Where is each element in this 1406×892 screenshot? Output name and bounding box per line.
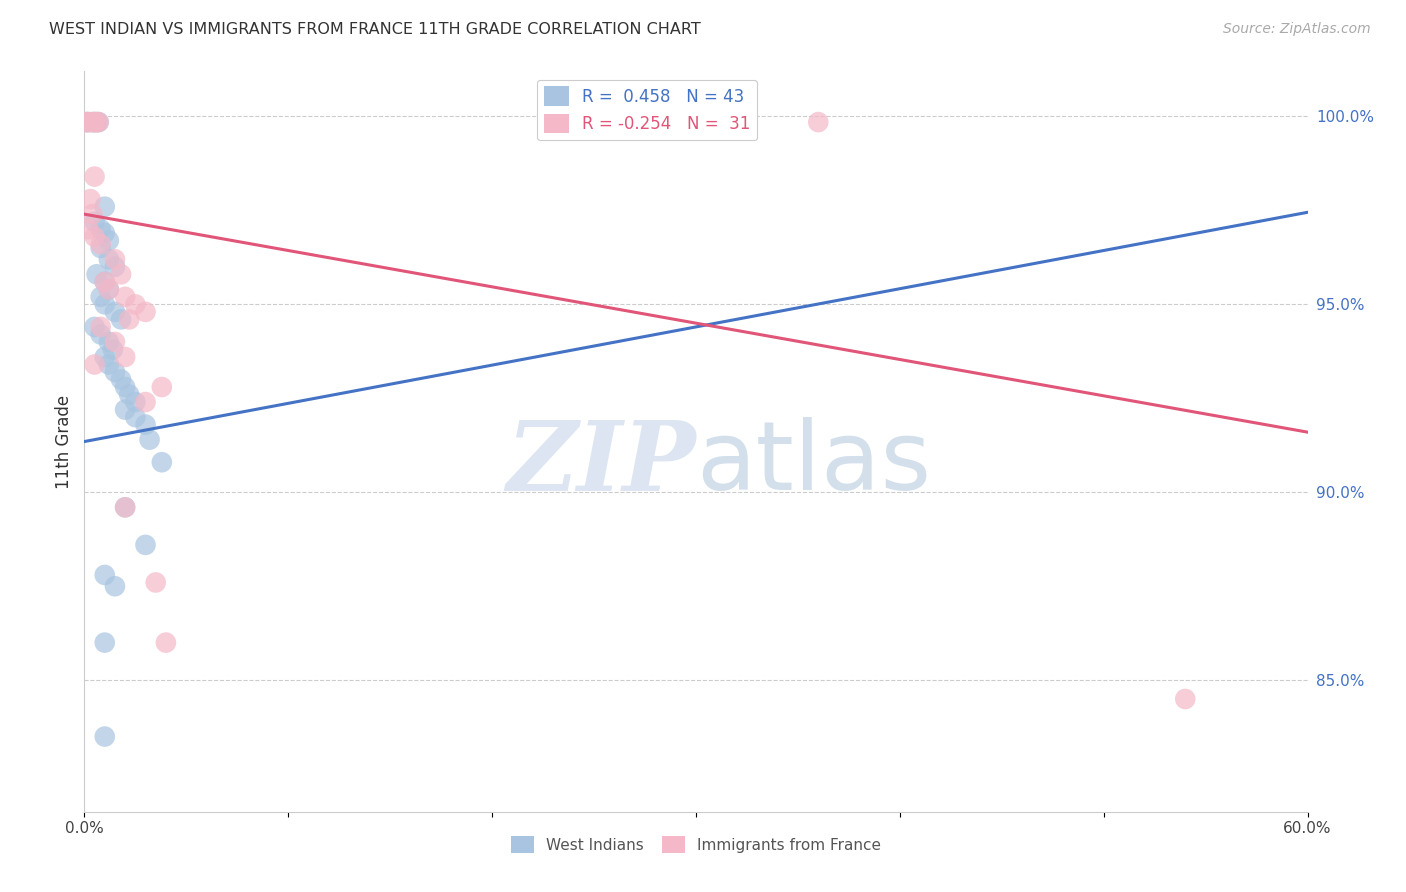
Point [135,538,157,552]
Point [83,358,105,372]
Point [93,350,115,364]
Point [77,115,100,129]
Point [104,579,127,593]
Point [124,410,146,425]
Y-axis label: 11th Grade: 11th Grade [55,394,73,489]
Point [87,115,110,129]
Point [93,730,115,744]
Point [114,290,136,304]
Point [93,275,115,289]
Point [124,395,146,409]
Point [90,222,112,236]
Point [82,115,104,129]
Point [87,115,110,129]
Point [83,115,105,129]
Point [86,268,108,282]
Point [77,222,100,236]
Point [104,252,127,267]
Point [93,297,115,311]
Point [138,433,160,447]
Point [150,455,173,469]
Text: WEST INDIAN VS IMMIGRANTS FROM FRANCE 11TH GRADE CORRELATION CHART: WEST INDIAN VS IMMIGRANTS FROM FRANCE 11… [49,22,702,37]
Point [83,115,105,129]
Text: atlas: atlas [696,417,931,510]
Point [97,282,120,296]
Point [83,215,105,229]
Point [97,252,120,267]
Point [97,234,120,248]
Point [90,327,112,342]
Point [79,192,101,206]
Point [75,115,97,129]
Point [114,350,136,364]
Point [75,115,97,129]
Point [90,319,112,334]
Point [90,237,112,252]
Point [135,395,157,409]
Legend: West Indians, Immigrants from France: West Indians, Immigrants from France [505,830,887,860]
Text: Source: ZipAtlas.com: Source: ZipAtlas.com [1223,22,1371,37]
Point [97,282,120,296]
Point [124,297,146,311]
Point [77,115,100,129]
Point [135,417,157,432]
Point [150,380,173,394]
Point [93,226,115,240]
Point [86,115,108,129]
Point [104,260,127,274]
Point [86,115,108,129]
Point [110,372,132,386]
Point [83,169,105,184]
Point [145,575,167,590]
Point [114,380,136,394]
Point [90,241,112,255]
Point [93,200,115,214]
Point [93,275,115,289]
Point [82,115,104,129]
Point [104,305,127,319]
Point [97,334,120,349]
Point [114,402,136,417]
Point [118,312,141,326]
Point [93,635,115,649]
Point [155,635,177,649]
Point [82,207,104,221]
Point [110,268,132,282]
Point [97,358,120,372]
Point [1174,692,1197,706]
Point [114,500,136,515]
Point [90,290,112,304]
Text: ZIP: ZIP [506,417,696,511]
Point [83,229,105,244]
Point [807,115,830,129]
Point [110,312,132,326]
Point [101,343,124,357]
Point [83,319,105,334]
Point [114,500,136,515]
Point [93,568,115,582]
Point [135,305,157,319]
Point [104,334,127,349]
Point [104,365,127,379]
Point [118,387,141,401]
